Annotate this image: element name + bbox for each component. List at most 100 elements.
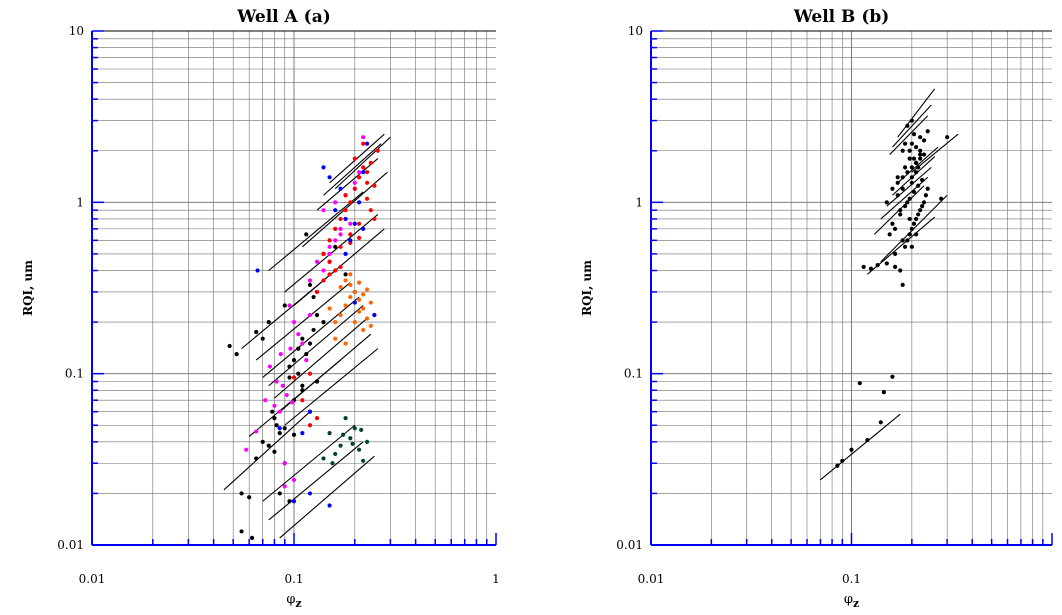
data-point	[361, 327, 366, 333]
data-point	[923, 193, 928, 198]
data-point	[338, 443, 343, 448]
data-point	[307, 371, 313, 376]
trend-line	[223, 411, 311, 491]
data-point	[356, 175, 362, 180]
data-point	[909, 180, 914, 185]
x-tick-label: 0.1	[284, 572, 303, 586]
data-point	[244, 447, 249, 452]
chart-well-b: 0.01 0.1 1 10 0.01 0.1 Well B (b) RQI, um φz	[580, 7, 1053, 610]
data-point	[887, 232, 892, 237]
data-point	[277, 426, 282, 431]
data-point	[296, 371, 301, 376]
trend-line	[334, 136, 391, 190]
data-point	[356, 447, 362, 452]
data-point	[274, 423, 279, 428]
data-point	[352, 300, 357, 305]
trend-line	[886, 166, 932, 207]
data-point	[255, 268, 260, 273]
data-point	[909, 165, 914, 170]
data-point	[260, 439, 265, 444]
data-point	[300, 430, 305, 436]
data-point	[287, 499, 292, 504]
data-point	[333, 244, 338, 249]
data-point	[911, 132, 917, 137]
data-point	[348, 221, 353, 226]
data-point	[902, 244, 908, 249]
data-point	[361, 135, 366, 140]
data-point	[925, 129, 930, 134]
data-point	[905, 170, 910, 175]
data-point	[840, 458, 845, 463]
data-point	[333, 268, 338, 273]
data-point	[327, 430, 332, 436]
data-point	[321, 456, 326, 461]
data-point	[361, 458, 366, 463]
grid	[91, 30, 496, 546]
data-point	[907, 148, 912, 153]
data-point	[291, 375, 297, 380]
data-point	[916, 183, 921, 188]
data-point	[352, 180, 357, 185]
data-point	[835, 463, 840, 468]
data-point	[890, 374, 895, 379]
data-point	[911, 156, 917, 161]
axes: 0.01 0.1 1 10 0.01 0.1	[616, 24, 1053, 586]
trend-line	[268, 441, 364, 521]
x-tick-label: 0.01	[638, 572, 665, 586]
data-point	[905, 238, 910, 243]
data-point	[348, 294, 353, 300]
data-point	[361, 141, 366, 146]
data-point	[327, 251, 332, 257]
data-point	[875, 263, 880, 268]
data-point	[849, 447, 854, 452]
data-point	[350, 441, 355, 446]
y-tick-label: 0.01	[616, 538, 643, 552]
data-point	[327, 244, 332, 249]
data-point	[914, 160, 919, 165]
trend-line	[889, 115, 929, 155]
data-point	[284, 392, 289, 398]
data-point	[291, 477, 297, 482]
data-point	[291, 499, 297, 504]
data-point	[274, 379, 279, 384]
data-point	[307, 282, 313, 287]
data-point	[333, 200, 338, 205]
data-point	[356, 297, 362, 302]
data-point	[278, 352, 283, 357]
data-point	[348, 232, 353, 237]
data-point	[280, 383, 285, 388]
data-point	[914, 216, 919, 222]
data-point	[321, 268, 326, 273]
data-point	[352, 156, 357, 161]
data-point	[277, 491, 282, 496]
data-point	[272, 449, 277, 454]
data-point	[364, 170, 370, 175]
data-point	[239, 529, 244, 534]
grid	[650, 30, 1052, 546]
data-point	[356, 170, 362, 175]
data-point	[327, 175, 332, 180]
data-point	[921, 138, 927, 143]
data-point	[338, 186, 343, 191]
data-point	[300, 341, 305, 346]
data-point	[287, 303, 292, 308]
data-point	[338, 244, 343, 249]
data-point	[343, 216, 348, 222]
data-point	[296, 332, 301, 337]
data-point	[304, 358, 309, 363]
y-axis-label: RQI, um	[21, 260, 35, 316]
data-point	[296, 346, 301, 351]
data-point	[239, 491, 244, 496]
data-point	[348, 436, 353, 441]
data-point	[300, 388, 305, 393]
data-point	[909, 226, 914, 231]
data-point	[254, 329, 259, 335]
data-point	[287, 364, 292, 369]
trend-line	[255, 282, 351, 361]
data-point	[893, 264, 898, 269]
data-point	[900, 238, 905, 243]
data-point	[895, 180, 900, 185]
data-point	[907, 196, 912, 201]
data-point	[327, 238, 332, 243]
data-point	[361, 226, 366, 231]
